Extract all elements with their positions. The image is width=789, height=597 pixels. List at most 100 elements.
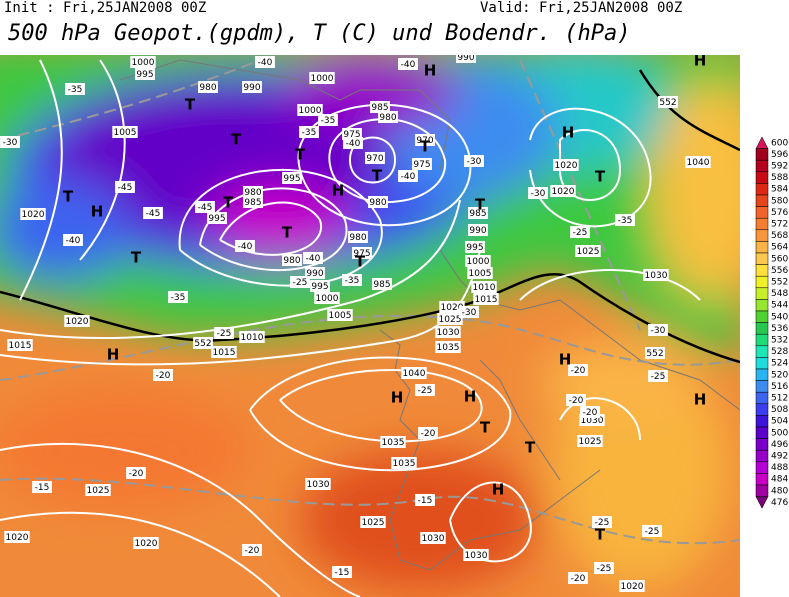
temperature-label-box — [168, 291, 188, 303]
temperature-label-box — [242, 544, 262, 556]
pressure-label: 995 — [466, 243, 483, 253]
pressure-label: 995 — [136, 70, 153, 80]
pressure-label-box — [198, 81, 218, 93]
pressure-center: H — [91, 203, 104, 221]
temperature-label: -35 — [171, 293, 186, 303]
colorbar-label: 480 — [771, 486, 788, 496]
temperature-label-box — [332, 566, 352, 578]
pressure-label: 1025 — [439, 315, 462, 325]
temperature-label: -25 — [217, 329, 232, 339]
pressure-label-box — [242, 81, 262, 93]
pressure-label-box — [368, 196, 388, 208]
pressure-center: T — [372, 167, 383, 185]
temperature-label-box — [318, 114, 338, 126]
temperature-label: -40 — [66, 236, 81, 246]
pressure-label: 1035 — [393, 459, 416, 469]
pressure-center: T — [475, 196, 486, 214]
pressure-label-box — [352, 247, 372, 259]
temperature-label-box — [214, 327, 234, 339]
temperature-label-box — [566, 394, 586, 406]
contour-label: 552 — [646, 349, 663, 359]
colorbar-swatch — [755, 403, 769, 416]
colorbar-label: 496 — [771, 440, 788, 450]
colorbar-label: 568 — [771, 231, 788, 241]
temperature-label: -20 — [571, 366, 586, 376]
temperature-label-box — [528, 187, 548, 199]
pressure-label-box — [401, 367, 427, 379]
pressure-label-box — [471, 281, 497, 293]
pressure-label: 1030 — [645, 271, 668, 281]
contour-label: 552 — [194, 339, 211, 349]
temperature-label: -30 — [462, 308, 477, 318]
pressure-label: 1025 — [579, 437, 602, 447]
temperature-label-box — [343, 137, 363, 149]
pressure-center: T — [420, 138, 431, 156]
pressure-label-box — [465, 255, 491, 267]
pressure-label: 985 — [244, 198, 261, 208]
colorbar-label: 488 — [771, 463, 788, 473]
pressure-label: 1015 — [475, 295, 498, 305]
colorbar-label: 596 — [771, 150, 788, 160]
temperature-label: -20 — [129, 469, 144, 479]
temperature-label: -35 — [302, 128, 317, 138]
colorbar-swatch — [755, 473, 769, 486]
colorbar-swatch — [755, 438, 769, 451]
temperature-label-box — [464, 155, 484, 167]
pressure-label: 1025 — [87, 486, 110, 496]
colorbar-label: 524 — [771, 359, 788, 369]
colorbar-label: 532 — [771, 336, 788, 346]
pressure-label: 1000 — [132, 58, 155, 68]
colorbar-swatch — [755, 275, 769, 289]
temperature-label-box — [648, 324, 668, 336]
pressure-center: H — [464, 388, 477, 406]
pressure-label-box — [643, 269, 669, 281]
pressure-label: 970 — [366, 154, 383, 164]
temperature-label: -40 — [238, 242, 253, 252]
temperature-label: -30 — [651, 326, 666, 336]
temperature-label: -25 — [573, 228, 588, 238]
pressure-label-box — [85, 484, 111, 496]
pressure-center: H — [694, 391, 707, 409]
colorbar-label: 600 — [771, 138, 788, 148]
temperature-label-box — [415, 494, 435, 506]
colorbar-label: 580 — [771, 196, 788, 206]
pressure-label: 1035 — [437, 343, 460, 353]
colorbar-swatch — [755, 368, 769, 381]
pressure-label-box — [372, 278, 392, 290]
pressure-label: 970 — [416, 136, 433, 146]
pressure-label: 985 — [373, 280, 390, 290]
pressure-center: T — [480, 419, 491, 437]
pressure-label: 1010 — [473, 283, 496, 293]
colorbar-label: 576 — [771, 208, 788, 218]
temperature-label-box — [415, 384, 435, 396]
temperature-label-box — [594, 562, 614, 574]
colorbar-label: 512 — [771, 394, 788, 404]
pressure-label: 985 — [371, 103, 388, 113]
temperature-label-box — [235, 240, 255, 252]
pressure-label: 980 — [199, 83, 216, 93]
pressure-label-box — [473, 293, 499, 305]
colorbar-label: 540 — [771, 312, 788, 322]
pressure-label-box — [439, 301, 465, 313]
coastlines — [119, 59, 740, 571]
pressure-label: 1005 — [114, 128, 137, 138]
pressure-label-box — [305, 267, 325, 279]
pressure-label: 980 — [349, 233, 366, 243]
pressure-label: 980 — [369, 198, 386, 208]
colorbar-swatch — [755, 299, 769, 312]
temperature-label-box — [570, 226, 590, 238]
pressure-label: 995 — [208, 214, 225, 224]
pressure-label: 1020 — [135, 539, 158, 549]
pressure-label: 1020 — [555, 161, 578, 171]
colorbar-label: 560 — [771, 254, 788, 264]
temperature-label: -25 — [293, 278, 308, 288]
pressure-label-box — [378, 111, 398, 123]
temperature-label: -20 — [245, 546, 260, 556]
colorbar-label: 592 — [771, 162, 788, 172]
pressure-label-box — [135, 68, 155, 80]
pressure-label: 1000 — [311, 74, 334, 84]
temperature-label-box — [255, 56, 275, 68]
pressure-center: T — [295, 146, 306, 164]
temperature-label-box — [568, 364, 588, 376]
pressure-label-box — [435, 326, 461, 338]
